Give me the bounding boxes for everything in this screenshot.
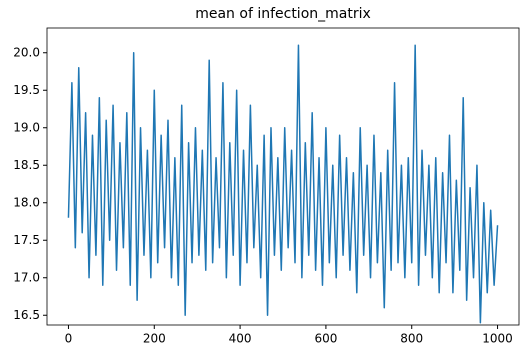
x-tick-label: 400 bbox=[229, 332, 252, 346]
x-tick-label: 600 bbox=[314, 332, 337, 346]
y-tick-label: 19.5 bbox=[13, 83, 40, 97]
x-tick-label: 200 bbox=[143, 332, 166, 346]
y-tick-label: 16.5 bbox=[13, 308, 40, 322]
y-tick-label: 18.0 bbox=[13, 195, 40, 209]
y-tick-label: 19.0 bbox=[13, 120, 40, 134]
x-tick-label: 1000 bbox=[482, 332, 513, 346]
x-tick-label: 800 bbox=[400, 332, 423, 346]
y-tick-label: 18.5 bbox=[13, 158, 40, 172]
data-line bbox=[67, 44, 499, 324]
plot-frame bbox=[46, 27, 520, 326]
y-tick-label: 17.5 bbox=[13, 233, 40, 247]
y-tick-label: 20.0 bbox=[13, 45, 40, 59]
y-tick-label: 17.0 bbox=[13, 270, 40, 284]
chart-title: mean of infection_matrix bbox=[195, 6, 371, 22]
x-tick-label: 0 bbox=[65, 332, 73, 346]
